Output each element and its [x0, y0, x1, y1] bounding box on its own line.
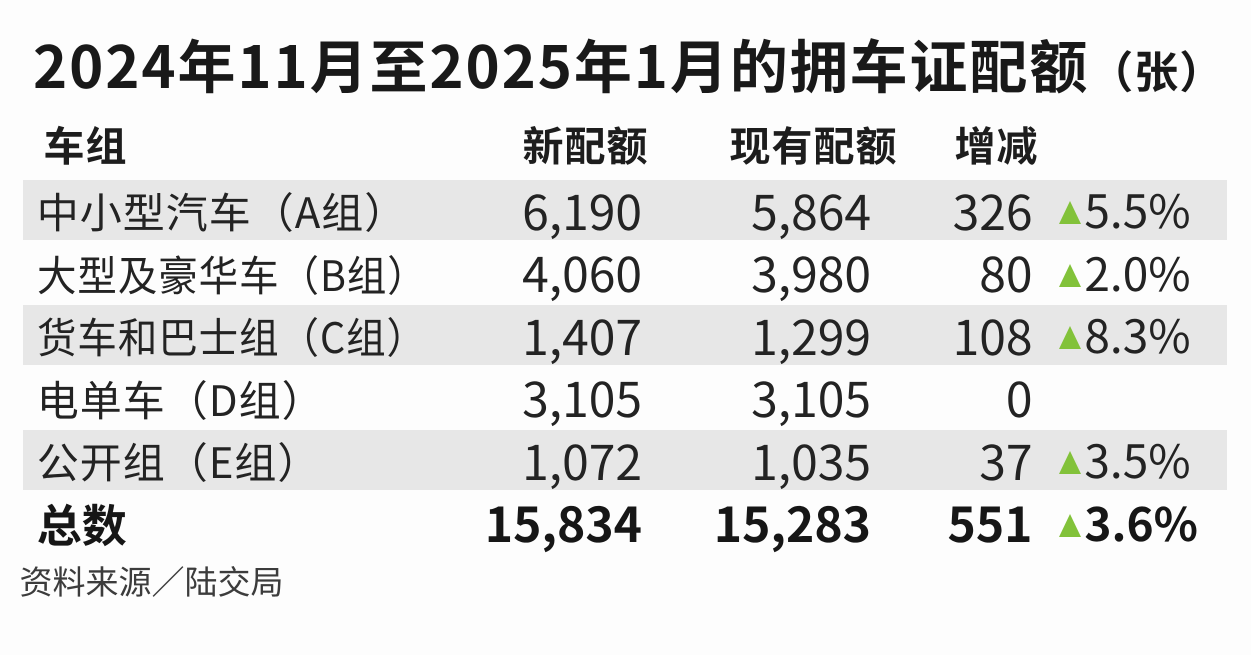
change-pct: 8.3%: [1084, 301, 1191, 368]
new-quota-value: 4,060: [522, 236, 642, 307]
current-quota-value: 5,864: [751, 173, 871, 244]
new-quota-value: 1,072: [522, 423, 642, 494]
vehicle-category-label: 中小型汽车（A组）: [36, 180, 408, 242]
total-change-pct: 3.6%: [1084, 488, 1198, 555]
vehicle-category-label: 货车和巴士组（C组）: [36, 305, 427, 367]
table-row: 电单车（D组） 3,105 3,105 0: [23, 368, 1227, 428]
up-triangle-icon: [1059, 451, 1081, 475]
change-value: 326: [952, 173, 1033, 244]
total-change-value: 551: [947, 486, 1033, 557]
source-note: 资料来源／陆交局: [19, 555, 284, 604]
new-quota-value: 1,407: [522, 298, 642, 369]
vehicle-category-label: 公开组（E组）: [36, 430, 321, 492]
title-unit: （张）: [1089, 37, 1225, 102]
change-value: 80: [979, 236, 1033, 307]
change-pct: 2.0%: [1084, 238, 1191, 305]
change-value: 0: [1005, 361, 1033, 432]
col-header-new-quota: 新配额: [522, 112, 649, 173]
table-row: 公开组（E组） 1,072 1,035 37 3.5%: [23, 430, 1227, 490]
change-pct: 5.5%: [1084, 176, 1191, 243]
title-main: 2024年11月至2025年1月的拥车证配额: [33, 21, 1090, 106]
current-quota-value: 3,105: [751, 361, 871, 432]
new-quota-value: 3,105: [522, 361, 642, 432]
col-header-current-quota: 现有配额: [729, 112, 898, 173]
change-value: 37: [979, 423, 1033, 494]
up-triangle-icon: [1059, 513, 1081, 537]
table-total-row: 总数 15,834 15,283 551 3.6%: [23, 493, 1227, 553]
vehicle-category-label: 电单车（D组）: [36, 367, 325, 429]
new-quota-value: 6,190: [522, 173, 642, 244]
col-header-vehicle-group: 车组: [43, 112, 128, 173]
current-quota-value: 1,035: [751, 423, 871, 494]
change-value: 108: [952, 298, 1033, 369]
total-current-quota-value: 15,283: [713, 486, 871, 557]
up-triangle-icon: [1059, 263, 1081, 287]
up-triangle-icon: [1059, 201, 1081, 225]
change-pct: 3.5%: [1084, 426, 1191, 493]
table-row: 货车和巴士组（C组） 1,407 1,299 108 8.3%: [23, 305, 1227, 365]
table-row: 中小型汽车（A组） 6,190 5,864 326 5.5%: [23, 180, 1227, 240]
vehicle-category-label: 大型及豪华车（B组）: [36, 242, 428, 304]
total-label: 总数: [36, 489, 127, 555]
col-header-change: 增减: [954, 112, 1039, 173]
table-row: 大型及豪华车（B组） 4,060 3,980 80 2.0%: [23, 243, 1227, 303]
current-quota-value: 1,299: [751, 298, 871, 369]
page-title: 2024年11月至2025年1月的拥车证配额（张）: [33, 34, 1224, 92]
up-triangle-icon: [1059, 326, 1081, 350]
current-quota-value: 3,980: [751, 236, 871, 307]
total-new-quota-value: 15,834: [484, 486, 642, 557]
